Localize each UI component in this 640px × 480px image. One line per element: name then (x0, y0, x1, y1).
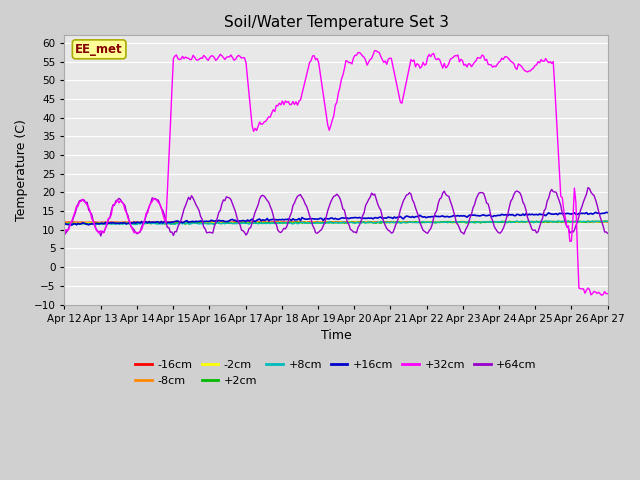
Title: Soil/Water Temperature Set 3: Soil/Water Temperature Set 3 (223, 15, 449, 30)
Legend: -16cm, -8cm, -2cm, +2cm, +8cm, +16cm, +32cm, +64cm: -16cm, -8cm, -2cm, +2cm, +8cm, +16cm, +3… (131, 356, 541, 390)
X-axis label: Time: Time (321, 329, 351, 342)
Text: EE_met: EE_met (76, 43, 123, 56)
Y-axis label: Temperature (C): Temperature (C) (15, 119, 28, 221)
